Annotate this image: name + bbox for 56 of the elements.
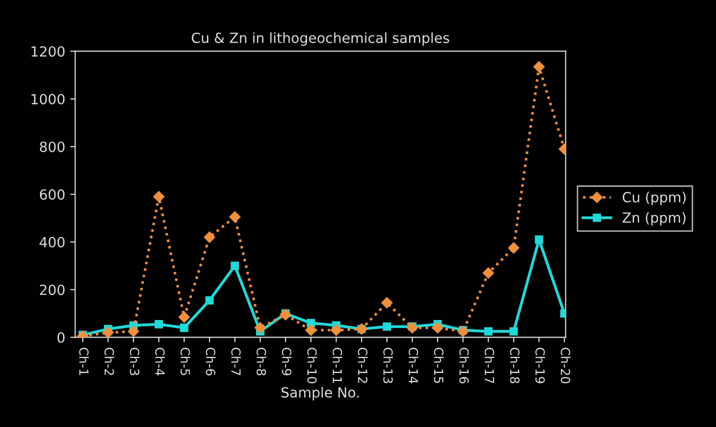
point	[508, 242, 520, 254]
point	[432, 322, 444, 334]
x-tick-label: Ch-4	[155, 348, 165, 376]
y-tick-label: 1200	[32, 46, 65, 57]
point	[229, 211, 240, 223]
point	[204, 232, 216, 243]
point	[482, 267, 494, 279]
x-tick-label: Ch-2	[104, 348, 114, 375]
point	[381, 297, 393, 308]
point	[534, 235, 544, 244]
point	[128, 326, 140, 337]
x-tick-label: Ch-19	[535, 348, 546, 384]
y-tick-label: 800	[40, 142, 65, 152]
point	[154, 320, 163, 328]
point	[153, 191, 164, 202]
x-tick-label: Ch-15	[434, 348, 444, 384]
point	[180, 324, 188, 332]
x-tick-label: Ch-18	[510, 348, 520, 384]
point	[178, 311, 190, 323]
point	[533, 61, 545, 72]
y-tick-label: 400	[40, 236, 65, 248]
point	[280, 309, 292, 320]
point	[102, 326, 114, 338]
point	[230, 262, 240, 270]
x-tick-label: Ch-20	[560, 348, 570, 384]
y-tick-label: 600	[40, 189, 65, 200]
point	[484, 327, 492, 336]
chart-title: Cu & Zn in lithogeochemical samples	[192, 32, 450, 46]
point	[510, 327, 518, 336]
point	[254, 322, 266, 334]
x-tick-label: Ch-1	[79, 348, 89, 376]
x-tick-label: Ch-13	[383, 348, 393, 384]
y-tick-label: 200	[40, 284, 65, 296]
point	[330, 324, 342, 336]
y-tick-label: 1000	[32, 94, 65, 104]
x-tick-label: Ch-5	[180, 348, 190, 376]
x-tick-label: Ch-3	[130, 348, 140, 376]
legend-label: Zn (ppm)	[622, 212, 686, 226]
point	[457, 326, 469, 337]
x-tick-label: Ch-6	[206, 348, 216, 376]
x-tick-label: Ch-16	[459, 348, 470, 384]
x-tick-label: Ch-9	[282, 348, 292, 376]
point	[305, 324, 317, 336]
x-tick-label: Ch-12	[358, 348, 368, 383]
legend-label: Cu (ppm)	[622, 192, 686, 206]
point	[382, 322, 392, 331]
x-axis-title: Sample No.	[282, 386, 359, 400]
x-tick-label: Ch-8	[256, 348, 266, 376]
x-tick-label: Ch-17	[484, 348, 494, 384]
x-tick-label: Ch-11	[332, 348, 342, 383]
x-tick-label: Ch-10	[307, 348, 317, 384]
x-tick-label: Ch-7	[231, 348, 241, 376]
point	[205, 296, 214, 305]
x-tick-label: Ch-14	[408, 348, 418, 384]
y-tick-label: 0	[58, 332, 65, 343]
point	[406, 322, 418, 334]
